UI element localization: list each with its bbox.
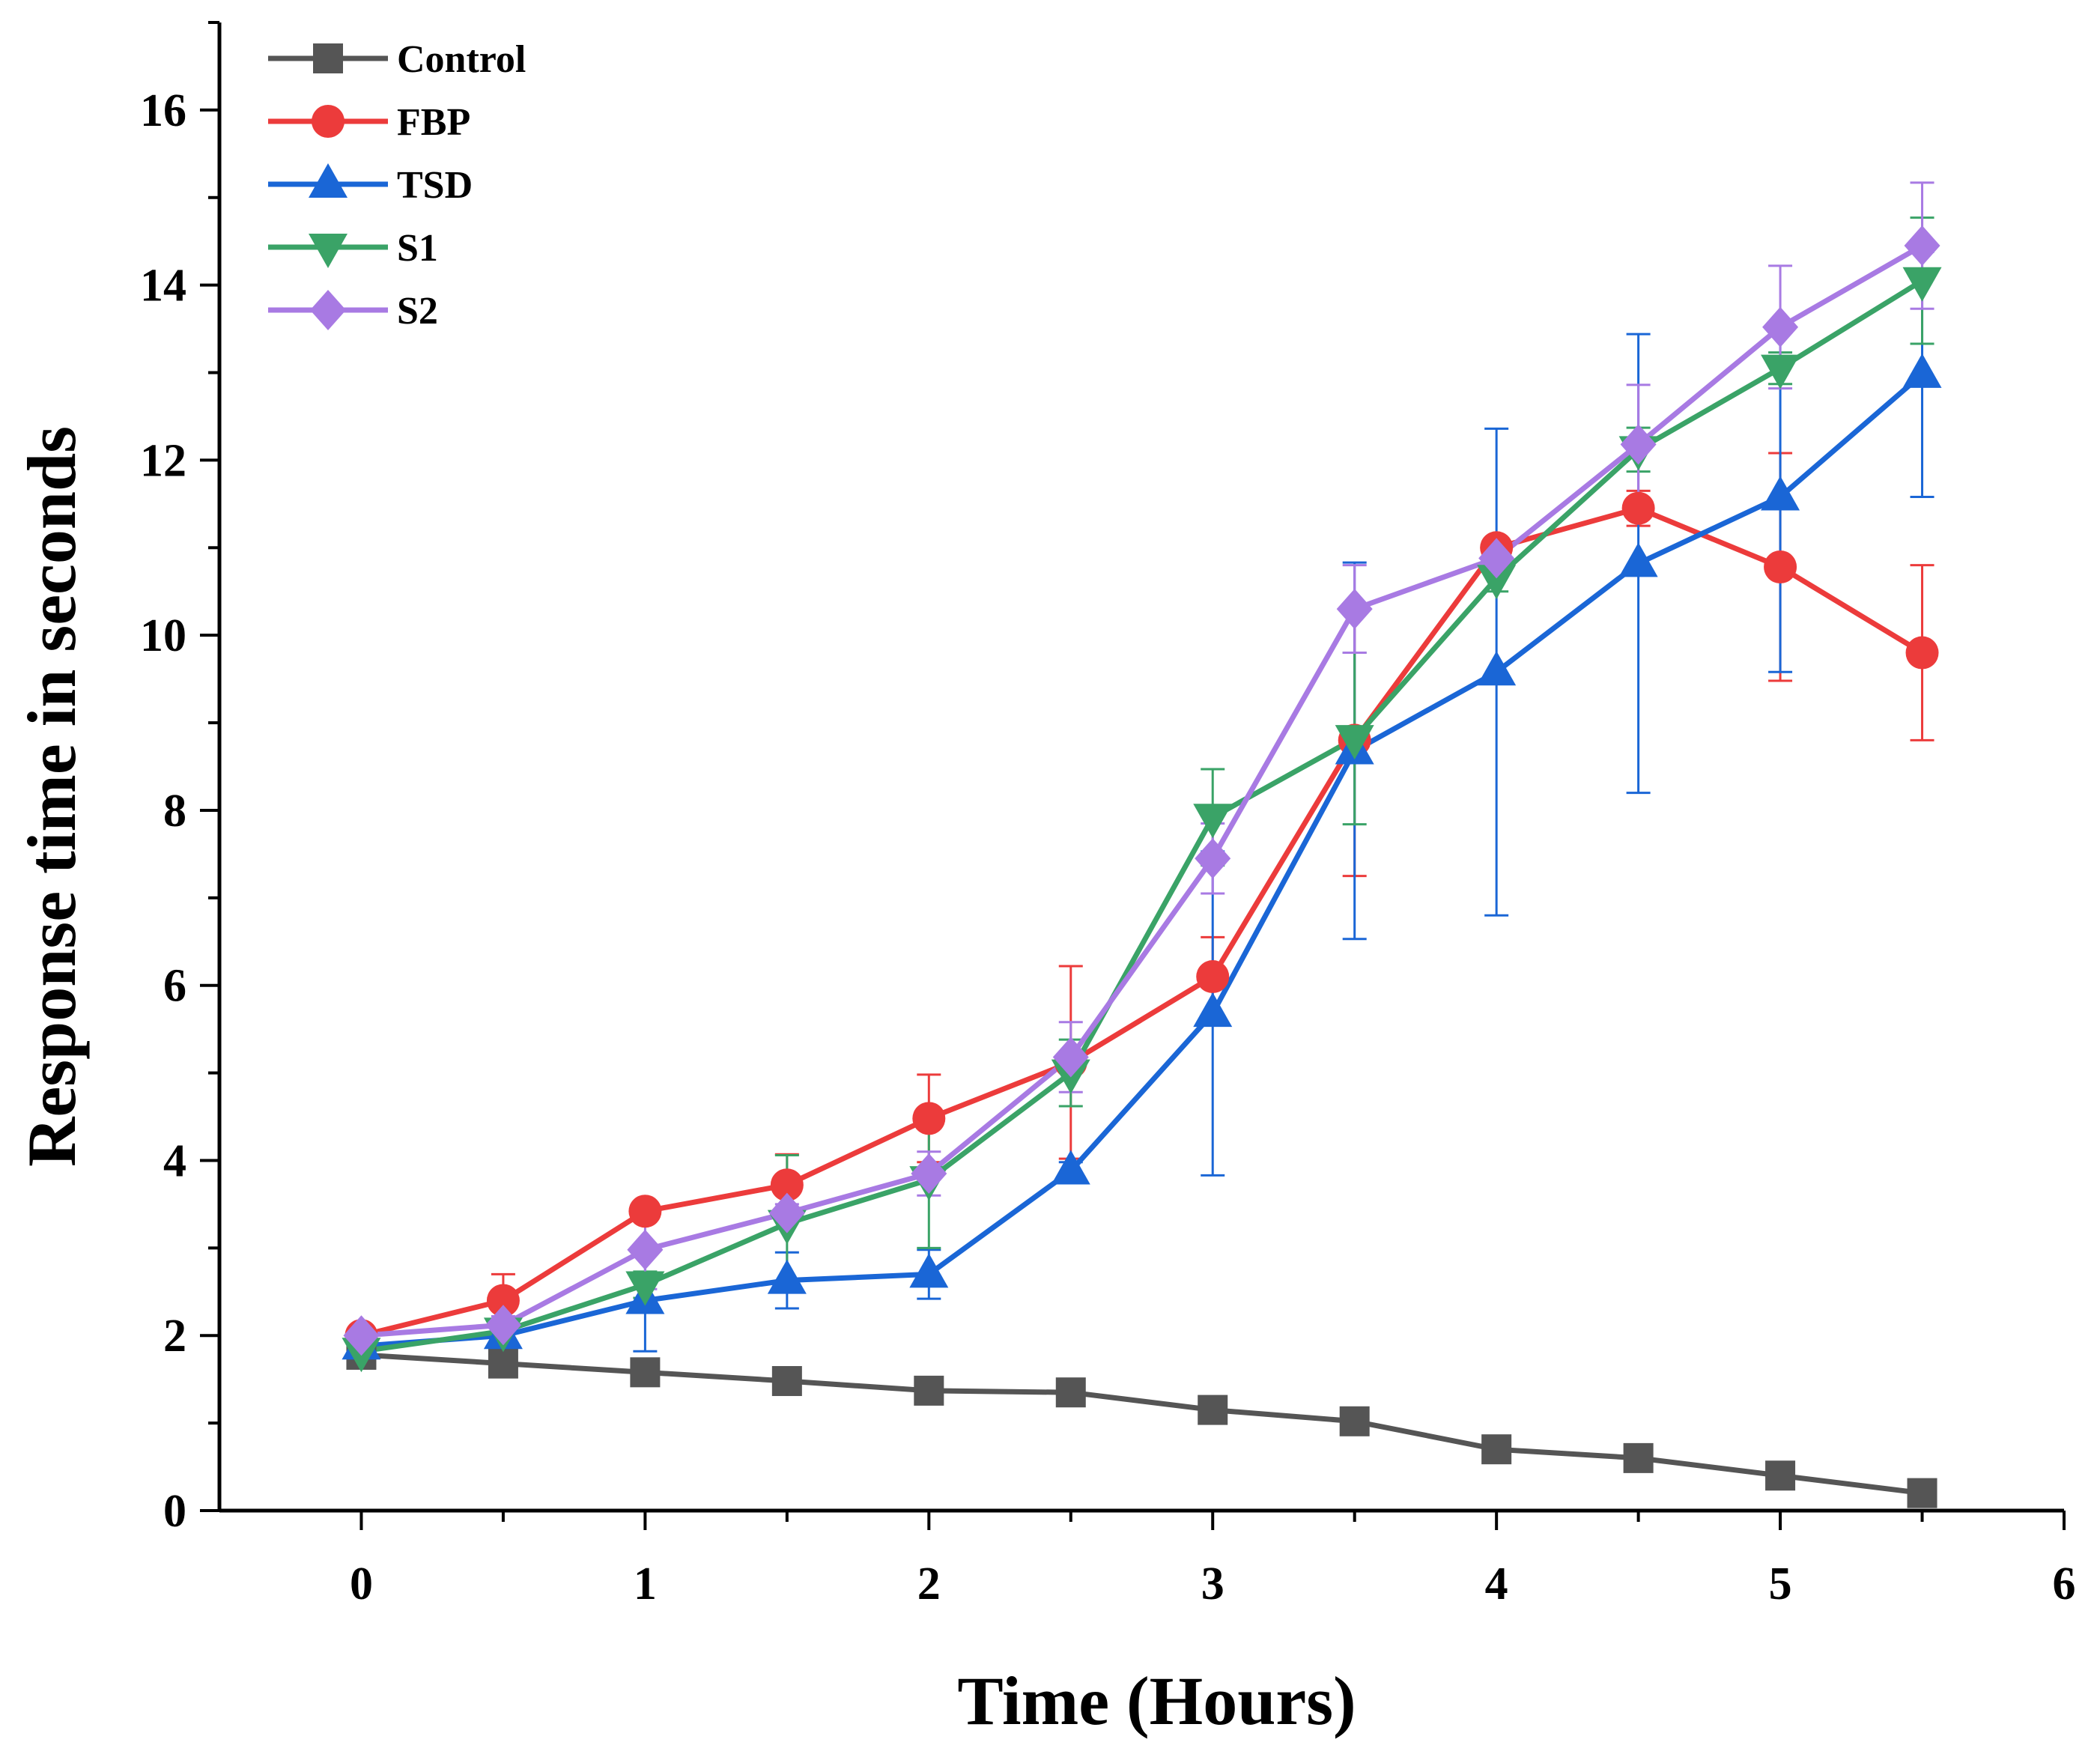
x-tick-label: 6 — [2053, 1559, 2076, 1609]
control-data-point — [1623, 1442, 1654, 1473]
s2-series-line — [361, 243, 1924, 1338]
s2-data-point — [911, 1153, 947, 1195]
fbp-data-point — [912, 1102, 946, 1135]
y-tick-label: 0 — [163, 1486, 186, 1537]
fbp-legend-label: FBP — [397, 101, 470, 144]
fbp-data-point — [486, 1284, 520, 1317]
s2-data-point — [1620, 424, 1657, 465]
tsd-data-point — [1618, 542, 1658, 577]
s2-data-point — [343, 1315, 380, 1356]
control-data-point — [488, 1348, 518, 1379]
control-data-point — [630, 1357, 661, 1388]
s2-legend-marker — [310, 290, 346, 330]
fbp-data-point — [1621, 491, 1655, 525]
control-legend-marker — [313, 43, 343, 73]
control-data-point — [1481, 1434, 1512, 1465]
s2-data-point — [1904, 225, 1940, 267]
control-data-point — [1055, 1377, 1086, 1408]
x-tick-label: 2 — [917, 1559, 941, 1609]
error-bar-layer — [349, 181, 1934, 1357]
series-markers-layer — [342, 225, 1942, 1508]
x-tick-label: 1 — [634, 1559, 657, 1609]
s2-data-point — [1195, 838, 1231, 879]
y-tick-label: 16 — [140, 85, 186, 136]
x-tick-label: 5 — [1769, 1559, 1792, 1609]
tsd-legend-marker — [309, 163, 348, 198]
s2-data-point — [1336, 589, 1373, 630]
tsd-data-point — [1902, 353, 1942, 388]
fbp-data-point — [1196, 960, 1230, 994]
fbp-legend-marker — [312, 105, 345, 138]
s1-legend-marker — [309, 234, 348, 268]
tsd-series-line — [361, 372, 1924, 1349]
tsd-data-point — [767, 1259, 807, 1294]
control-data-point — [1765, 1460, 1796, 1491]
fbp-data-point — [628, 1195, 662, 1228]
fbp-data-point — [770, 1168, 804, 1202]
s2-data-point — [1052, 1037, 1089, 1078]
y-tick-label: 12 — [140, 435, 186, 486]
y-tick-label: 8 — [163, 786, 186, 837]
s1-data-point — [1193, 804, 1233, 839]
control-data-point — [914, 1375, 944, 1406]
s1-data-point — [1477, 565, 1517, 600]
control-data-point — [1198, 1395, 1228, 1425]
fbp-data-point — [1905, 636, 1939, 670]
s1-data-point — [625, 1271, 665, 1306]
s1-data-point — [1335, 725, 1374, 760]
s2-data-point — [485, 1305, 521, 1346]
s1-legend-label: S1 — [397, 227, 438, 270]
x-tick-label: 3 — [1201, 1559, 1225, 1609]
s1-data-point — [1761, 354, 1800, 389]
s2-data-point — [627, 1229, 664, 1270]
control-series-line — [361, 1352, 1923, 1496]
legend: Control FBP TSD S1 S2 — [268, 38, 526, 333]
s2-data-point — [1478, 538, 1515, 579]
tsd-legend-label: TSD — [397, 164, 473, 207]
y-axis-title: Response time in seconds — [13, 426, 90, 1167]
y-tick-label: 14 — [140, 261, 186, 312]
tsd-data-point — [1761, 476, 1800, 511]
y-tick-label: 10 — [140, 610, 186, 661]
tsd-data-point — [1193, 992, 1233, 1028]
y-tick-label: 4 — [163, 1135, 186, 1186]
control-data-point — [771, 1366, 802, 1397]
fbp-data-point — [1764, 550, 1797, 584]
x-tick-label: 0 — [350, 1559, 373, 1609]
control-data-point — [1907, 1478, 1937, 1508]
series-lines-layer — [360, 243, 1924, 1496]
tsd-data-point — [909, 1253, 949, 1288]
x-tick-label: 4 — [1485, 1559, 1508, 1609]
fbp-series-line — [360, 506, 1924, 1338]
tsd-data-point — [1477, 651, 1517, 686]
control-data-point — [1339, 1406, 1370, 1436]
s2-data-point — [1762, 306, 1799, 348]
s2-legend-label: S2 — [397, 290, 438, 333]
y-tick-label: 6 — [163, 961, 186, 1012]
control-legend-label: Control — [397, 38, 526, 81]
tsd-data-point — [1051, 1150, 1090, 1185]
s1-series-line — [360, 278, 1924, 1354]
s2-data-point — [768, 1192, 805, 1233]
s1-data-point — [1902, 267, 1942, 302]
y-tick-label: 2 — [163, 1311, 186, 1362]
x-axis-title: Time (Hours) — [957, 1663, 1356, 1739]
